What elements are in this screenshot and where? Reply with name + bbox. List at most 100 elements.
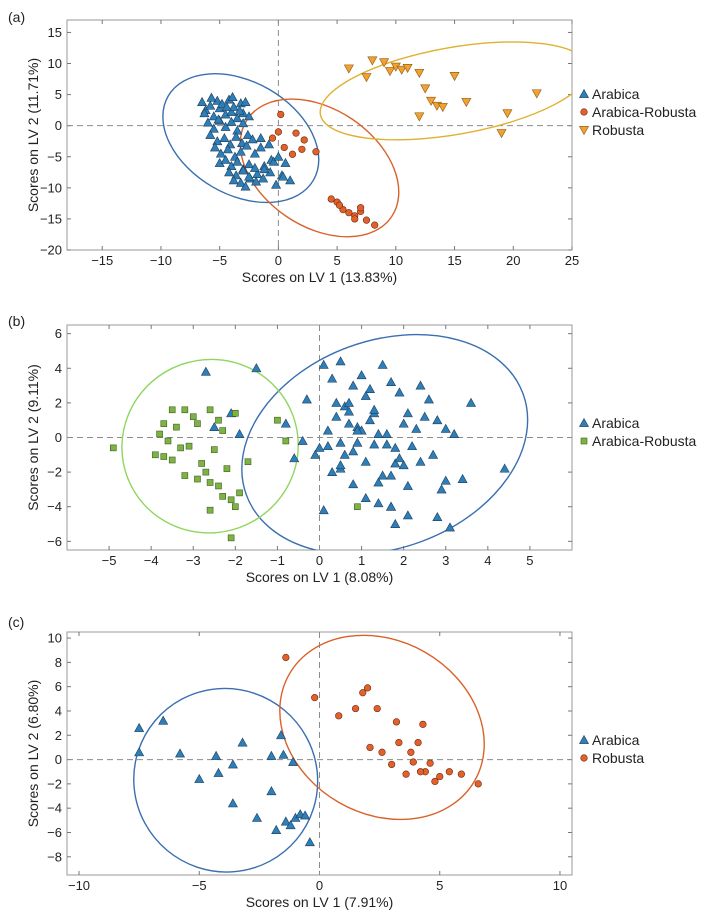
point-arabica — [213, 114, 224, 124]
y-tick-label: −20 — [40, 243, 62, 258]
point-arabica — [244, 111, 255, 121]
point-arabica-robusta — [219, 493, 227, 500]
point-arabica — [457, 473, 468, 483]
point-arabica — [411, 423, 422, 433]
point-arabica — [232, 113, 243, 123]
point-arabica — [373, 477, 384, 487]
point-arabica — [436, 484, 447, 494]
point-arabica-robusta — [189, 413, 197, 421]
point-arabica — [240, 181, 251, 191]
x-tick-label: 25 — [565, 253, 579, 268]
point-arabica-robusta — [152, 451, 159, 459]
point-arabica-robusta — [173, 423, 180, 431]
point-arabica-robusta — [181, 472, 189, 479]
point-robusta — [402, 63, 413, 73]
point-arabica-robusta — [181, 406, 189, 414]
plot-marks — [162, 41, 572, 238]
point-arabica — [352, 425, 363, 435]
point-robusta — [373, 704, 381, 713]
x-tick-label: 20 — [506, 253, 520, 268]
legend-label: Arabica — [592, 86, 640, 102]
x-tick-label: −4 — [144, 553, 159, 568]
point-arabica-robusta — [298, 145, 306, 153]
point-arabica — [209, 421, 220, 432]
ellipse-arabica-robusta — [121, 358, 299, 534]
point-arabica-robusta — [274, 128, 282, 136]
point-arabica-robusta — [227, 534, 235, 542]
y-tick-label: 10 — [48, 631, 62, 646]
point-arabica-robusta — [206, 506, 214, 514]
point-arabica — [360, 456, 371, 466]
point-arabica — [318, 505, 329, 515]
point-arabica — [377, 470, 388, 480]
point-arabica — [244, 159, 255, 169]
point-arabica — [398, 418, 409, 428]
point-arabica-robusta — [160, 420, 168, 427]
point-arabica — [251, 363, 262, 373]
point-robusta — [395, 738, 403, 747]
point-arabica — [352, 437, 363, 447]
point-arabica — [465, 397, 477, 407]
x-tick-label: −5 — [102, 553, 117, 568]
point-arabica-robusta — [312, 148, 320, 156]
point-arabica — [440, 475, 451, 485]
x-tick-label: 10 — [553, 878, 567, 893]
point-robusta — [426, 96, 437, 106]
point-arabica-robusta — [210, 446, 218, 453]
point-arabica — [499, 463, 510, 473]
ellipse-robusta — [279, 634, 485, 821]
point-arabica — [415, 456, 426, 466]
point-robusta — [431, 777, 439, 786]
point-arabica — [369, 404, 380, 414]
x-tick-label: 5 — [526, 553, 533, 568]
point-arabica — [356, 370, 367, 380]
point-arabica — [381, 439, 392, 449]
point-arabica-robusta — [164, 437, 172, 445]
point-arabica — [227, 798, 238, 808]
point-arabica — [390, 442, 401, 452]
point-robusta — [392, 718, 401, 726]
point-arabica — [202, 117, 213, 127]
point-arabica-robusta — [288, 150, 297, 158]
point-arabica — [335, 356, 346, 366]
ellipse-arabica — [133, 687, 319, 873]
point-arabica — [134, 722, 145, 732]
legend-marker — [580, 437, 588, 445]
point-arabica-robusta — [244, 458, 252, 466]
point-arabica — [402, 480, 413, 490]
point-arabica — [226, 106, 237, 116]
point-arabica-robusta — [160, 453, 168, 460]
point-robusta — [420, 84, 431, 94]
plot-marks — [133, 634, 485, 873]
point-arabica — [263, 139, 275, 149]
point-robusta — [414, 738, 422, 747]
point-arabica — [390, 518, 401, 528]
point-arabica — [339, 449, 350, 459]
point-arabica-robusta — [194, 420, 201, 427]
x-axis-label: Scores on LV 1 (8.08%) — [246, 569, 394, 585]
point-arabica — [432, 415, 443, 425]
point-arabica — [213, 767, 224, 777]
point-arabica — [327, 373, 338, 383]
panel-label: (b) — [8, 313, 25, 329]
point-arabica — [364, 383, 376, 393]
point-arabica-robusta — [206, 406, 214, 414]
point-arabica — [220, 121, 231, 131]
point-arabica — [235, 146, 246, 156]
y-tick-label: −4 — [47, 801, 62, 816]
point-robusta — [367, 56, 378, 66]
panel-label: (a) — [8, 9, 25, 25]
point-arabica — [205, 129, 216, 139]
point-arabica — [234, 105, 245, 115]
point-arabica — [304, 837, 315, 847]
point-arabica-robusta — [292, 129, 300, 137]
point-robusta — [474, 780, 482, 788]
point-arabica — [432, 511, 443, 522]
legend: Arabica Arabica-Robusta Robusta — [578, 86, 696, 138]
y-tick-label: −2 — [47, 776, 62, 791]
point-arabica — [194, 773, 205, 783]
point-arabica-robusta — [300, 136, 308, 144]
point-arabica — [314, 442, 325, 452]
point-arabica-robusta — [177, 444, 184, 452]
point-arabica — [440, 423, 451, 433]
